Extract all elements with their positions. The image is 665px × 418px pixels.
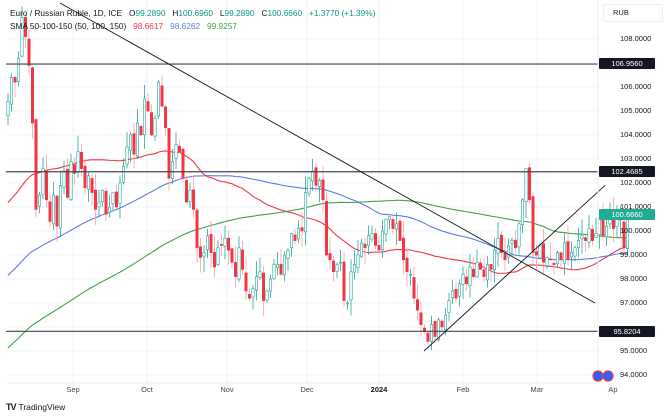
price-label: 98.0000 [620, 274, 648, 283]
candlesticks [6, 6, 629, 351]
brand-name: TradingView [18, 402, 66, 412]
tradingview-logo-icon: TV [6, 402, 16, 412]
price-label: 99.0000 [620, 250, 648, 259]
time-label: Mar [530, 385, 544, 394]
sma50-value: 98.6617 [133, 21, 164, 31]
price-label: 108.0000 [620, 34, 652, 43]
price-label: 97.0000 [620, 298, 648, 307]
last-price-tag: 100.6660 [599, 209, 655, 220]
time-label: Dec [300, 385, 314, 394]
grid-lines [6, 0, 598, 383]
currency-button[interactable]: RUB [603, 4, 663, 22]
time-label: Nov [220, 385, 234, 394]
price-label: 105.0000 [620, 106, 652, 115]
change-value: +1.3770 (+1.39%) [308, 8, 376, 18]
indicator-row: SMA 50-100-150 (50, 100, 150) 98.6617 98… [10, 20, 375, 33]
symbol-row: Euro / Russian Ruble, 1D, ICE O99.2890 H… [10, 8, 376, 18]
event-marker-icon[interactable] [602, 370, 614, 382]
horizontal-levels[interactable] [6, 63, 598, 332]
open-value: 99.2890 [135, 8, 166, 18]
time-label: Oct [141, 385, 153, 394]
time-label: Feb [456, 385, 470, 394]
level-mid-tag: 102.4685 [599, 166, 655, 177]
chart-legend: Euro / Russian Ruble, 1D, ICE O99.2890 H… [10, 7, 375, 33]
sma100-value: 98.6262 [170, 21, 201, 31]
symbol-title[interactable]: Euro / Russian Ruble, 1D, ICE [10, 8, 123, 18]
price-label: 95.0000 [620, 346, 648, 355]
price-label: 106.0000 [620, 82, 652, 91]
low-value: 99.2890 [224, 8, 255, 18]
price-label: 103.0000 [620, 154, 652, 163]
time-label-year: 2024 [370, 385, 388, 394]
time-label: Sep [66, 385, 80, 394]
time-label: Ap [608, 385, 618, 394]
event-markers[interactable] [592, 370, 614, 382]
sma150-value: 99.9257 [207, 21, 237, 31]
indicator-title[interactable]: SMA 50-100-150 (50, 100, 150) [10, 21, 127, 31]
trendlines[interactable] [59, 2, 606, 352]
moving-averages [7, 150, 628, 349]
price-label: 101.0000 [620, 202, 652, 211]
tradingview-branding[interactable]: TV TradingView [6, 402, 65, 412]
price-label: 104.0000 [620, 130, 652, 139]
high-value: 100.6960 [178, 8, 213, 18]
level-low-tag: 95.8204 [599, 326, 655, 337]
level-high-tag: 106.9560 [599, 58, 655, 69]
price-label: 94.0000 [620, 370, 648, 379]
price-label: 102.0000 [620, 178, 652, 187]
close-value: 100.6660 [267, 8, 303, 18]
event-marker-icon[interactable] [592, 370, 604, 382]
price-label: 100.0000 [620, 226, 652, 235]
